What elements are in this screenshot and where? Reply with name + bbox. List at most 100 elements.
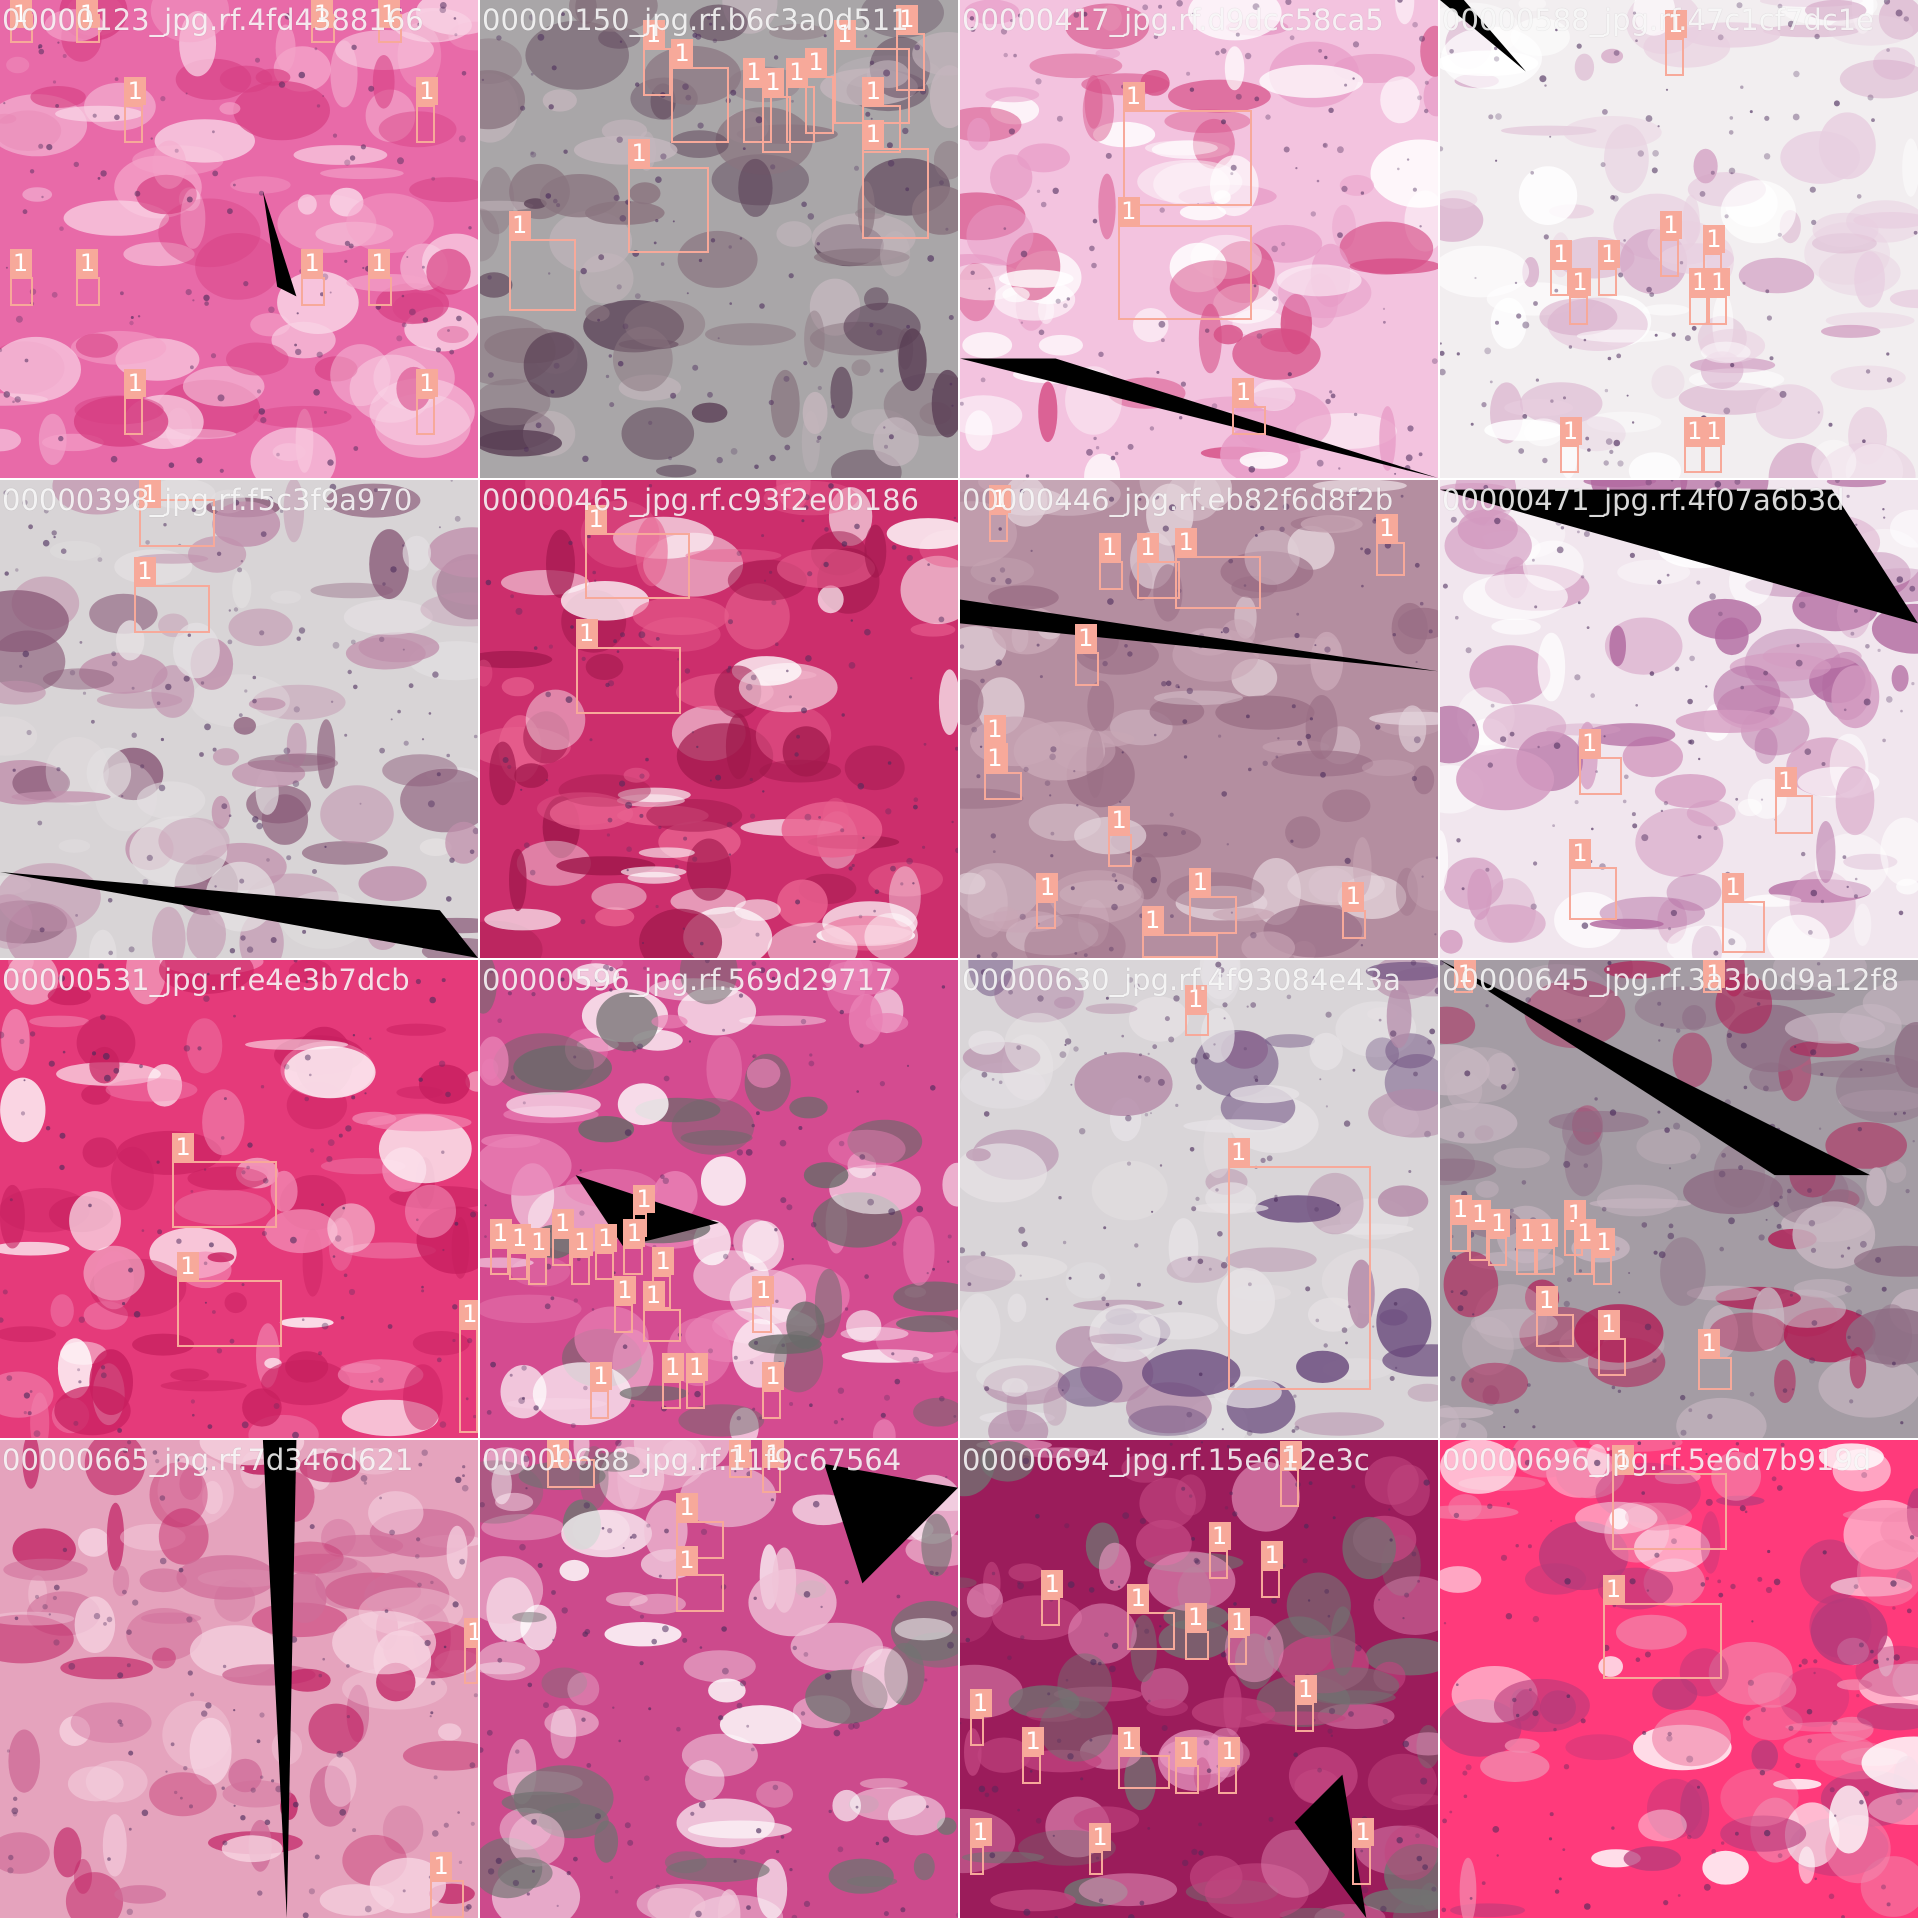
- detection-box: [368, 277, 392, 306]
- detection-box: [1089, 1851, 1104, 1875]
- detection-box: [805, 76, 834, 134]
- detection-box: [1227, 1635, 1247, 1665]
- class-label: 1: [1127, 1584, 1150, 1613]
- class-label: 1: [301, 249, 324, 278]
- detection-box: [1041, 1597, 1061, 1627]
- detection-box: [1117, 224, 1252, 321]
- class-label: 1: [1602, 1574, 1625, 1603]
- detection-box: [1449, 1222, 1469, 1252]
- class-label: 1: [1227, 1607, 1250, 1636]
- detection-box: [1535, 1246, 1555, 1276]
- detection-box: [983, 771, 1023, 801]
- class-label: 1: [1612, 1445, 1635, 1474]
- class-label: 1: [1569, 839, 1592, 868]
- tile-filename: 00000471_jpg.rf.4f07a6b3d: [1442, 483, 1845, 517]
- image-tile: 00000398_jpg.rf.f5c3f9a970 1 1: [0, 480, 478, 958]
- detection-box: [489, 1246, 509, 1276]
- detection-box: [969, 1717, 984, 1746]
- detection-box: [76, 277, 101, 306]
- detection-box: [1280, 1468, 1300, 1507]
- class-label: 1: [1117, 196, 1140, 225]
- tile-filename: 00000150_jpg.rf.b6c3a0d511: [482, 3, 909, 37]
- class-label: 1: [368, 249, 391, 278]
- tile-filename: 00000588_jpg.rf.47c1cf7dc1e: [1442, 3, 1874, 37]
- detection-box: [642, 47, 672, 96]
- class-label: 1: [1136, 533, 1159, 562]
- histology-image: [1440, 960, 1918, 1438]
- class-label: 1: [575, 619, 598, 648]
- class-label: 1: [661, 1352, 684, 1381]
- detection-box: [642, 1308, 681, 1343]
- detection-box: [675, 1573, 724, 1613]
- detection-box: [1659, 239, 1679, 278]
- class-label: 1: [124, 368, 147, 397]
- class-label: 1: [1041, 1569, 1064, 1598]
- detection-box: [1136, 561, 1180, 600]
- class-label: 1: [1592, 1228, 1615, 1257]
- detection-box: [969, 1846, 984, 1875]
- class-label: 1: [613, 1276, 636, 1305]
- class-label: 1: [1261, 1541, 1284, 1570]
- class-label: 1: [415, 77, 438, 106]
- class-label: 1: [1074, 624, 1097, 653]
- detection-box: [138, 499, 216, 547]
- detection-box: [1189, 895, 1238, 935]
- detection-box: [458, 1328, 478, 1434]
- class-label: 1: [1683, 416, 1706, 445]
- class-label: 1: [1535, 1218, 1558, 1247]
- detection-box: [895, 33, 925, 91]
- class-label: 1: [632, 1185, 655, 1214]
- class-label: 1: [675, 1493, 698, 1522]
- class-label: 1: [1659, 211, 1682, 239]
- histology-image: [480, 1440, 958, 1918]
- histology-image: [1440, 0, 1918, 478]
- class-label: 1: [1569, 268, 1592, 297]
- image-tile: 00000531_jpg.rf.e4e3b7dcb 1 1 1: [0, 960, 478, 1438]
- class-label: 1: [1175, 1737, 1198, 1766]
- class-label: 1: [1175, 528, 1198, 557]
- class-label: 1: [623, 1218, 646, 1247]
- class-label: 1: [1294, 1674, 1317, 1703]
- class-label: 1: [594, 1223, 617, 1252]
- class-label: 1: [527, 1228, 550, 1257]
- tile-filename: 00000446_jpg.rf.eb82f6d8f2b: [962, 483, 1394, 517]
- detection-box: [176, 1280, 283, 1348]
- class-label: 1: [969, 1818, 992, 1847]
- class-label: 1: [1487, 1209, 1510, 1238]
- class-label: 1: [176, 1252, 199, 1281]
- tile-filename: 00000398_jpg.rf.f5c3f9a970: [2, 483, 413, 517]
- class-label: 1: [1342, 882, 1365, 911]
- class-label: 1: [1454, 960, 1477, 988]
- image-tile: 00000665_jpg.rf.7d346d621 1 1: [0, 1440, 478, 1918]
- histology-image: [480, 960, 958, 1438]
- class-label: 1: [508, 1223, 531, 1252]
- detection-box: [628, 167, 710, 254]
- histology-image: [0, 1440, 478, 1918]
- detection-box: [1592, 1256, 1613, 1286]
- detection-box: [742, 86, 772, 144]
- detection-box: [1261, 1569, 1281, 1598]
- class-label: 1: [728, 1440, 751, 1468]
- detection-box: [527, 1256, 547, 1286]
- detection-box: [1578, 757, 1622, 796]
- image-tile: 00000417_jpg.rf.d9dcc58ca5 1 1 1: [960, 0, 1438, 478]
- class-label: 1: [585, 504, 608, 533]
- tile-filename: 00000417_jpg.rf.d9dcc58ca5: [962, 3, 1384, 37]
- tile-filename: 00000645_jpg.rf.3a3b0d9a12f8: [1442, 963, 1900, 997]
- detection-box: [463, 1645, 478, 1684]
- detection-box: [301, 277, 326, 306]
- detection-box: [1117, 1755, 1171, 1789]
- tile-filename: 00000665_jpg.rf.7d346d621: [2, 1443, 414, 1477]
- class-label: 1: [988, 485, 1011, 514]
- detection-box: [988, 513, 1008, 543]
- detection-box: [1722, 900, 1766, 954]
- detection-box: [508, 239, 576, 311]
- class-label: 1: [805, 48, 828, 77]
- detection-box: [570, 1256, 590, 1286]
- class-label: 1: [1688, 268, 1711, 297]
- class-label: 1: [1774, 767, 1797, 796]
- class-label: 1: [969, 1689, 992, 1718]
- class-label: 1: [124, 77, 147, 106]
- detection-box: [415, 105, 435, 144]
- class-label: 1: [1227, 1137, 1250, 1166]
